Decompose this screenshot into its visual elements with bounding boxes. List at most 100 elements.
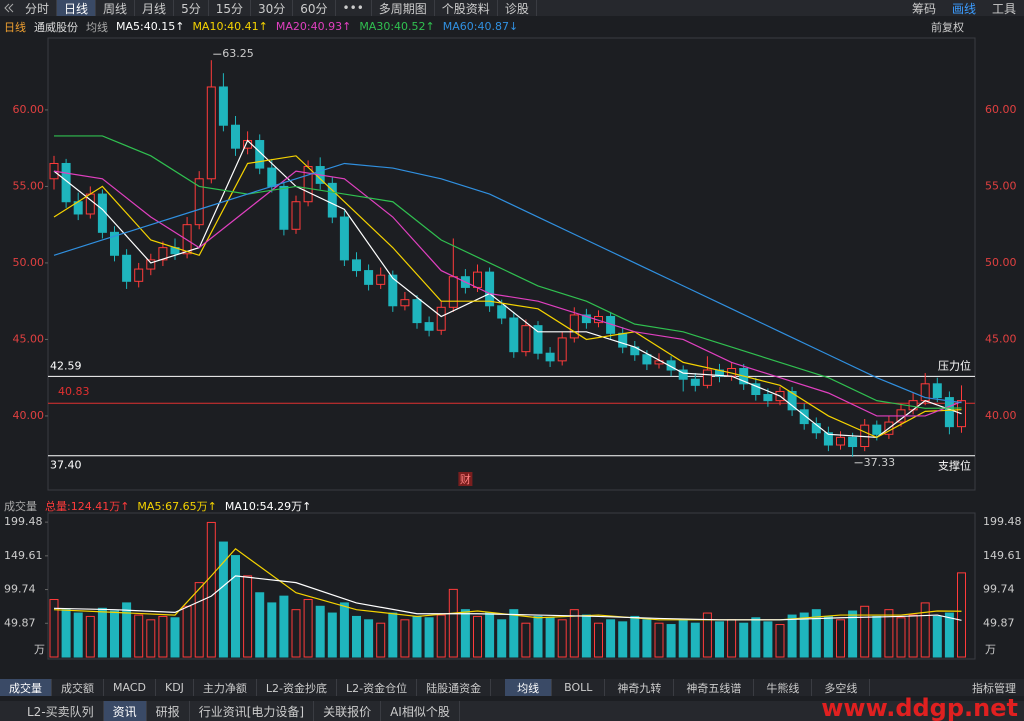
candle-body [533, 325, 543, 354]
volume-bar [920, 602, 930, 658]
candle-body [848, 436, 858, 448]
candle-body [944, 397, 954, 428]
volume-bar [545, 617, 555, 658]
candle-body [872, 424, 882, 435]
candle-body [182, 224, 192, 255]
candle-body [823, 432, 833, 446]
tool-tab[interactable]: 工具 [991, 1, 1016, 16]
back-icon[interactable] [0, 0, 18, 16]
candle-body [763, 394, 773, 402]
ma-item: MA10:40.41↑ [192, 20, 268, 33]
info-tab[interactable]: 行业资讯[电力设备] [190, 701, 315, 721]
vol-tick-label: 99.74 [4, 583, 36, 596]
indicator-tab[interactable]: MACD [104, 679, 156, 696]
volume-bar [836, 619, 845, 658]
period-tab[interactable]: 分时 [18, 0, 58, 16]
info-tab[interactable]: AI相似个股 [381, 701, 460, 721]
period-tab[interactable]: 多周期图 [372, 0, 435, 16]
volume-header-item: MA10:54.29万↑ [224, 500, 312, 513]
period-tab[interactable]: 30分 [251, 0, 294, 16]
period-tab[interactable]: 月线 [135, 0, 175, 16]
info-tab[interactable]: L2-买卖队列 [18, 701, 104, 721]
volume-bar [412, 615, 422, 658]
indicator-tab[interactable]: 成交量 [0, 679, 52, 696]
candle-body [218, 86, 228, 126]
bottom-tabs: L2-买卖队列 资讯 研报 行业资讯[电力设备] 关联报价 AI相似个股 [0, 701, 1024, 721]
volume-bar [884, 609, 894, 658]
indicator-tab[interactable]: KDJ [156, 679, 194, 696]
watermark: www.ddgp.net [821, 694, 1018, 721]
period-tab[interactable]: 60分 [293, 0, 336, 16]
candle-body [581, 314, 591, 324]
info-tab[interactable]: 研报 [147, 701, 190, 721]
overlay-tab[interactable]: 神奇五线谱 [674, 679, 755, 696]
y-tick-label-right: 40.00 [985, 409, 1017, 422]
volume-bar [860, 605, 870, 658]
overlay-tab[interactable]: BOLL [552, 679, 606, 696]
volume-bar [823, 615, 833, 658]
volume-bar [158, 615, 168, 658]
volume-bar [267, 602, 277, 658]
tool-tab[interactable]: 筹码 [911, 1, 936, 16]
candle-body [497, 305, 507, 319]
indicator-tab[interactable]: 陆股通资金 [417, 679, 492, 696]
overlay-tab[interactable]: 多空线 [812, 679, 871, 696]
volume-bar [618, 621, 628, 658]
indicator-tab[interactable]: 主力净额 [194, 679, 257, 696]
volume-bar [957, 572, 966, 658]
candle-body [364, 270, 374, 285]
volume-bar [388, 612, 398, 658]
adjust-mode[interactable]: 前复权 [931, 20, 964, 34]
candle-body [400, 299, 410, 307]
overlay-tab[interactable]: 牛熊线 [754, 679, 813, 696]
volume-bar [327, 612, 337, 658]
y-tick-label: 50.00 [13, 256, 45, 269]
vol-tick-label: 149.61 [4, 549, 43, 562]
candle-body [666, 360, 676, 371]
candle-body [303, 166, 313, 203]
candle-body [158, 247, 168, 261]
candle-body [545, 352, 555, 362]
volume-bar [557, 619, 567, 658]
ma-line [53, 162, 962, 404]
indicator-tab[interactable]: L2-资金仓位 [337, 679, 418, 696]
indicator-tab[interactable]: 成交额 [52, 679, 104, 696]
tool-tab[interactable]: 画线 [951, 1, 976, 16]
candle-body [291, 201, 301, 230]
ma-item: MA20:40.93↑ [275, 20, 352, 33]
plot-border [47, 37, 976, 491]
volume-bar [243, 575, 253, 658]
period-tab[interactable]: 5分 [174, 0, 209, 16]
volume-bar [339, 602, 349, 658]
period-tab[interactable]: 诊股 [498, 0, 537, 16]
period-tab[interactable]: 周线 [96, 0, 136, 16]
volume-bar [134, 614, 144, 658]
overlay-tab[interactable]: 神奇九转 [605, 679, 675, 696]
candle-body [327, 182, 337, 218]
period-tab[interactable]: ••• [336, 0, 372, 16]
volume-bar [376, 622, 386, 658]
indicator-tab[interactable]: L2-资金抄底 [257, 679, 338, 696]
level-value: 37.40 [50, 459, 82, 472]
y-tick-label: 40.00 [13, 409, 45, 422]
ma-item: MA60:40.87↓ [442, 20, 519, 33]
period-tab[interactable]: 15分 [209, 0, 251, 16]
period-tab[interactable]: 个股资料 [435, 0, 498, 16]
candle-body [206, 86, 216, 180]
info-tab[interactable]: 关联报价 [314, 701, 382, 721]
volume-bar [509, 609, 519, 658]
volume-bar [194, 582, 204, 658]
period-tab[interactable]: 日线 [57, 0, 97, 16]
candle-body [424, 322, 434, 331]
volume-bar [715, 621, 724, 658]
candle-body [799, 409, 809, 425]
volume-bar [97, 607, 107, 658]
vol-tick-label: 199.48 [4, 515, 43, 528]
volume-bar [122, 602, 132, 658]
ma-item: 日线 [4, 20, 26, 34]
volume-bar [739, 622, 749, 658]
extreme-label: 37.33 [864, 456, 896, 469]
indicator-manage[interactable]: 指标管理 [972, 681, 1016, 695]
overlay-tab[interactable]: 均线 [505, 679, 553, 696]
info-tab[interactable]: 资讯 [103, 701, 147, 721]
